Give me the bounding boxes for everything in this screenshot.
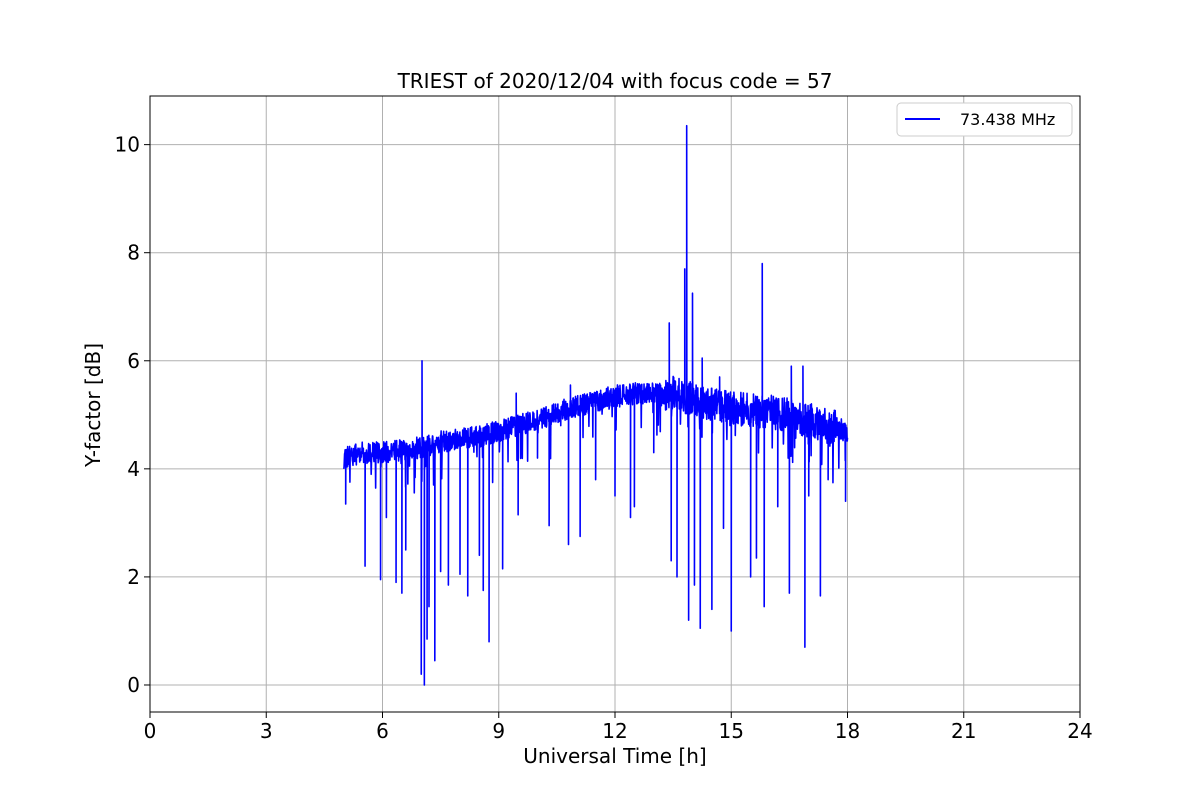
y-tick-label: 0 — [127, 673, 140, 697]
chart-title: TRIEST of 2020/12/04 with focus code = 5… — [397, 69, 833, 93]
x-tick-label: 9 — [492, 719, 505, 743]
y-tick-label: 4 — [127, 457, 140, 481]
y-axis-label: Y-factor [dB] — [81, 343, 105, 468]
legend-series-label: 73.438 MHz — [960, 110, 1055, 129]
y-tick-label: 2 — [127, 565, 140, 589]
x-axis-label: Universal Time [h] — [523, 744, 706, 768]
series-layer — [342, 124, 849, 686]
y-tick-label: 6 — [127, 349, 140, 373]
legend-box — [896, 102, 1073, 137]
x-tick-layer: 0 3 6 9 12 15 18 21 24 — [144, 712, 1093, 743]
x-tick-label: 6 — [376, 719, 389, 743]
legend: 73.438 MHz — [896, 102, 1073, 137]
y-tick-label: 8 — [127, 241, 140, 265]
x-tick-label: 18 — [835, 719, 860, 743]
x-tick-label: 12 — [602, 719, 627, 743]
x-tick-label: 21 — [951, 719, 976, 743]
x-tick-label: 0 — [144, 719, 157, 743]
x-tick-label: 15 — [719, 719, 744, 743]
x-tick-label: 24 — [1067, 719, 1092, 743]
y-tick-label: 10 — [115, 133, 140, 157]
x-tick-label: 3 — [260, 719, 273, 743]
y-tick-layer: 0 2 4 6 8 10 — [115, 133, 150, 697]
series-line-73-438-mhz — [342, 124, 849, 686]
